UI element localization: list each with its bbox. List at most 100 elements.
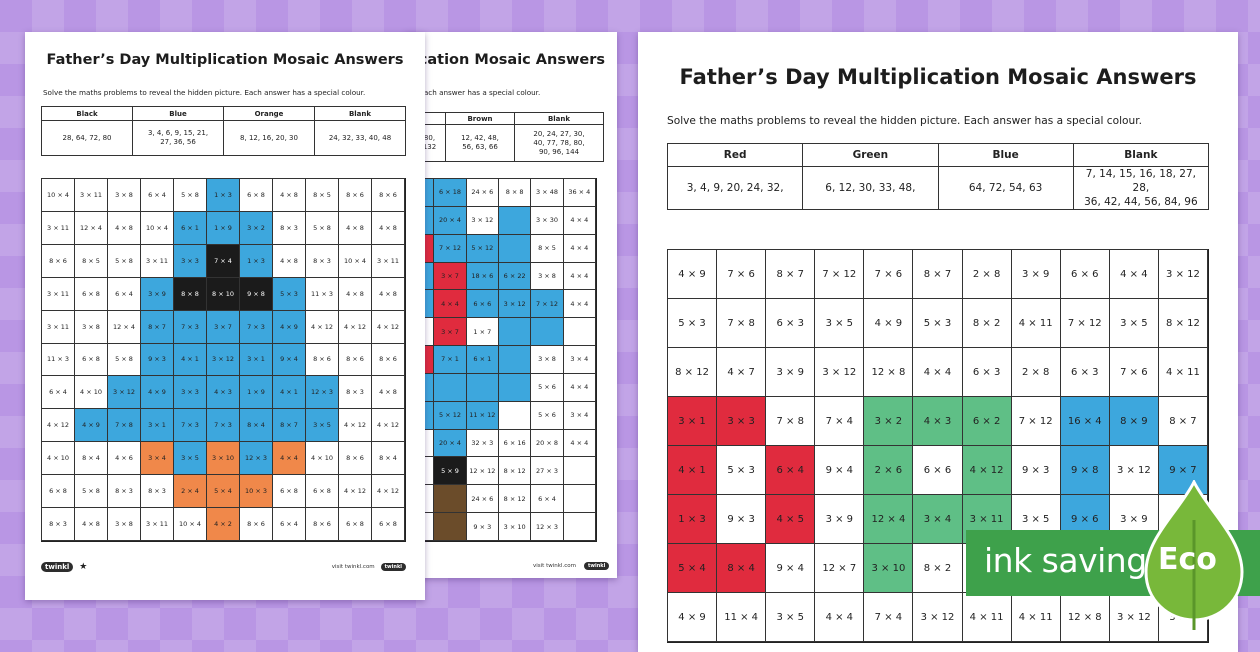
mosaic-cell: 1 × 3 (667, 494, 718, 544)
mosaic-cell: 3 × 5 (814, 298, 865, 348)
mosaic-cell: 8 × 4 (371, 441, 405, 476)
mosaic-cell: 4 × 1 (667, 445, 718, 495)
worksheet-page-back: Father’s Day Multiplication Mosaic Answe… (405, 32, 617, 578)
mosaic-cell: 8 × 12 (497, 484, 532, 514)
mosaic-cell: 7 × 3 (239, 309, 273, 344)
mosaic-cell: 8 × 6 (338, 441, 372, 476)
mosaic-cell: 4 × 3 (912, 396, 963, 446)
mosaic-cell: 4 × 4 (562, 428, 596, 458)
mosaic-cell: 9 × 3 (1010, 445, 1061, 495)
mosaic-cell: 6 × 8 (272, 474, 306, 509)
mosaic-cell: 8 × 7 (765, 249, 816, 299)
mosaic-cell: 4 × 4 (562, 261, 596, 291)
key-heading: Green (802, 143, 939, 167)
mosaic-cell: 12 × 8 (1059, 592, 1110, 642)
mosaic-cell: 6 × 8 (239, 178, 273, 212)
mosaic-cell: 27 × 3 (530, 456, 564, 486)
mosaic-cell: 3 × 5 (305, 408, 339, 443)
key-values: 3, 4, 6, 9, 15, 21, 27, 36, 56 (132, 120, 224, 156)
mosaic-cell: 18 × 6 (465, 261, 499, 291)
mosaic-cell: 12 × 12 (465, 456, 499, 486)
mosaic-cell: 4 × 4 (562, 205, 596, 235)
mosaic-cell: 8 × 5 (530, 233, 564, 263)
mosaic-cell: 7 × 6 (716, 249, 767, 299)
mosaic-cell: 10 × 4 (338, 243, 372, 278)
mosaic-cell: 8 × 4 (239, 408, 273, 443)
mosaic-cell: 3 × 4 (140, 441, 174, 476)
mosaic-cell: 8 × 6 (305, 342, 339, 377)
mosaic-cell: 7 × 4 (814, 396, 865, 446)
mosaic-cell: 7 × 1 (433, 345, 467, 374)
key-heading: Blue (937, 143, 1074, 167)
mosaic-cell (562, 456, 596, 486)
footer-link[interactable]: visit twinkl.com (331, 564, 375, 570)
mosaic-cell: 3 × 11 (371, 243, 405, 278)
mosaic-cell: 6 × 8 (338, 507, 372, 541)
mosaic-cell: 8 × 4 (74, 441, 108, 476)
mosaic-cell: 1 × 9 (239, 375, 273, 410)
mosaic-cell: 6 × 4 (107, 276, 141, 311)
mosaic-cell: 8 × 9 (1108, 396, 1159, 446)
mosaic-cell (497, 205, 532, 235)
mosaic-cell: 3 × 2 (239, 210, 273, 245)
mosaic-cell: 10 × 4 (41, 178, 75, 212)
key-heading: Blue (132, 106, 224, 121)
mosaic-cell: 4 × 9 (667, 249, 718, 299)
mosaic-cell: 6 × 8 (305, 474, 339, 509)
mosaic-cell: 32 × 3 (465, 428, 499, 458)
mosaic-cell: 8 × 8 (497, 178, 532, 207)
instructions: Solve the maths problems to reveal the h… (405, 88, 541, 97)
mosaic-cell: 8 × 7 (1157, 396, 1208, 446)
mosaic-cell: 6 × 4 (272, 507, 306, 541)
mosaic-cell: 6 × 6 (912, 445, 963, 495)
footer-link[interactable]: visit twinkl.com (533, 563, 576, 569)
mosaic-cell: 11 × 3 (41, 342, 75, 377)
mosaic-cell: 7 × 12 (433, 233, 467, 263)
mosaic-cell: 1 × 3 (206, 178, 240, 212)
key-values: 64, 72, 54, 63 (937, 166, 1074, 210)
mosaic-cell: 3 × 48 (530, 178, 564, 207)
mosaic-cell: 5 × 9 (433, 456, 467, 486)
mosaic-cell: 8 × 5 (74, 243, 108, 278)
mosaic-cell: 3 × 9 (814, 494, 865, 544)
mosaic-cell: 9 × 4 (765, 543, 816, 593)
twinkl-logo: twinkl (41, 562, 74, 572)
mosaic-cell: 4 × 8 (371, 210, 405, 245)
mosaic-cell: 3 × 11 (140, 243, 174, 278)
key-values: 6, 12, 30, 33, 48, (802, 166, 939, 210)
mosaic-cell: 3 × 7 (433, 317, 467, 347)
mosaic-cell: 4 × 11 (1010, 298, 1061, 348)
mosaic-cell: 5 × 3 (272, 276, 306, 311)
mosaic-cell: 7 × 8 (107, 408, 141, 443)
mosaic-cell: 3 × 12 (465, 205, 499, 235)
mosaic-cell: 12 × 7 (814, 543, 865, 593)
mosaic-cell: 3 × 1 (239, 342, 273, 377)
twinkl-badge-icon: twinkl (380, 563, 406, 571)
mosaic-cell: 7 × 3 (173, 309, 207, 344)
mosaic-cell: 3 × 3 (173, 375, 207, 410)
mosaic-cell: 12 × 3 (305, 375, 339, 410)
key-heading: Brown (445, 112, 515, 125)
mosaic-cell (433, 484, 467, 514)
mosaic-cell (433, 372, 467, 402)
mosaic-cell: 3 × 3 (716, 396, 767, 446)
mosaic-cell: 12 × 4 (107, 309, 141, 344)
mosaic-cell: 7 × 3 (173, 408, 207, 443)
mosaic-cell: 4 × 12 (371, 474, 405, 509)
mosaic-cell: 4 × 9 (272, 309, 306, 344)
mosaic-cell: 4 × 4 (562, 289, 596, 319)
mosaic-cell: 4 × 11 (1157, 347, 1208, 397)
mosaic-cell: 3 × 10 (497, 512, 532, 541)
mosaic-cell: 3 × 1 (140, 408, 174, 443)
mosaic-cell: 4 × 4 (814, 592, 865, 642)
mosaic-cell: 8 × 8 (173, 276, 207, 311)
mosaic-cell: 9 × 3 (140, 342, 174, 377)
mosaic-cell: 6 × 4 (140, 178, 174, 212)
mosaic-cell: 3 × 8 (74, 309, 108, 344)
mosaic-cell: 3 × 12 (814, 347, 865, 397)
mosaic-cell: 4 × 4 (1108, 249, 1159, 299)
key-values: 28, 64, 72, 80 (41, 120, 133, 156)
mosaic-cell: 6 × 8 (74, 276, 108, 311)
mosaic-cell: 4 × 4 (562, 372, 596, 402)
